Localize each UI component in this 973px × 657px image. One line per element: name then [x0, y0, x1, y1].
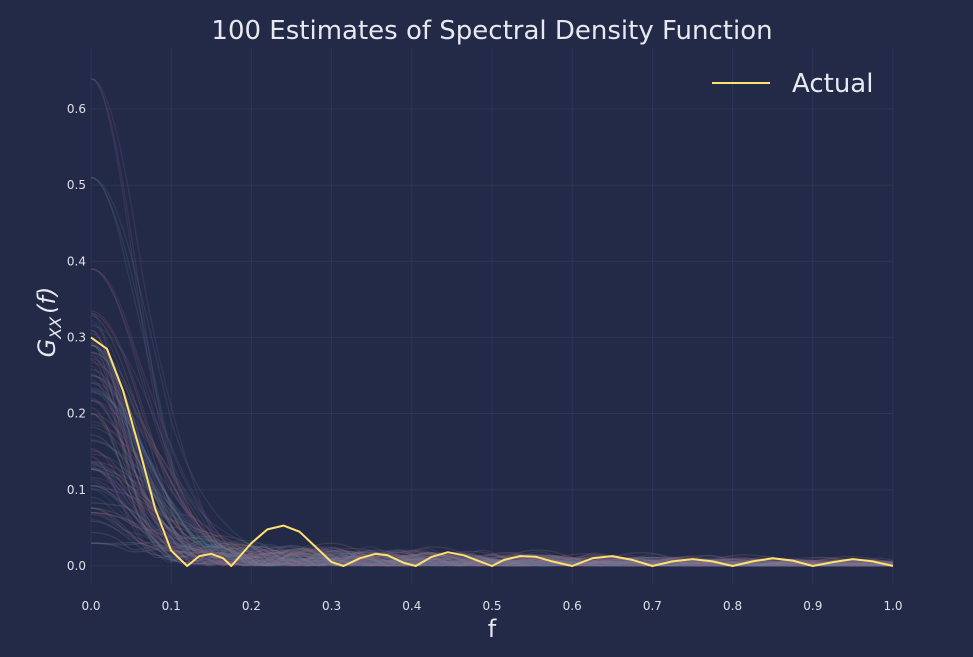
estimate-line: [90, 463, 894, 567]
estimate-line: [90, 485, 893, 567]
estimate-line: [90, 476, 894, 567]
estimate-line: [90, 176, 894, 567]
x-tick-label: 0.2: [242, 599, 261, 613]
estimate-line: [90, 351, 894, 567]
y-tick-label: 0.4: [67, 254, 86, 268]
y-axis-label-main: G: [33, 339, 61, 358]
x-tick-label: 0.9: [803, 599, 822, 613]
y-tick-label: 0.2: [67, 407, 86, 421]
estimate-line: [90, 518, 894, 567]
estimate-line: [90, 354, 894, 567]
x-tick-label: 0.7: [643, 599, 662, 613]
estimate-line: [90, 531, 894, 567]
y-tick-label: 0.5: [67, 178, 86, 192]
estimate-line: [90, 344, 894, 567]
estimate-line: [90, 468, 894, 567]
actual-line-group: [90, 336, 894, 567]
y-tick-label: 0.0: [67, 559, 86, 573]
estimate-line: [90, 412, 894, 567]
estimate-line: [90, 311, 894, 567]
estimate-line: [90, 378, 894, 567]
y-axis-label-arg: (f): [33, 287, 61, 314]
estimate-line: [90, 390, 894, 567]
estimate-line: [90, 541, 894, 567]
estimate-line: [90, 424, 894, 567]
estimate-line: [90, 176, 894, 567]
estimate-line: [90, 339, 893, 567]
estimate-line: [90, 375, 894, 567]
estimate-line: [90, 345, 894, 567]
estimate-line: [90, 386, 894, 567]
estimate-line: [90, 332, 894, 567]
actual-series-line: [90, 336, 894, 567]
estimate-line: [90, 352, 894, 567]
estimate-line: [90, 399, 894, 567]
estimate-line: [90, 344, 894, 567]
estimate-line: [90, 412, 894, 567]
y-tick-labels: 0.0 0.1 0.2 0.3 0.4 0.5 0.6: [67, 102, 86, 573]
x-tick-label: 0.0: [81, 599, 100, 613]
x-tick-labels: 0.0 0.1 0.2 0.3 0.4 0.5 0.6 0.7 0.8 0.9 1.0: [81, 599, 902, 613]
estimate-line: [90, 488, 894, 567]
estimate-line: [90, 342, 894, 567]
x-tick-label: 0.4: [402, 599, 421, 613]
x-tick-label: 0.1: [162, 599, 181, 613]
estimate-line: [90, 397, 894, 567]
chart-title: 100 Estimates of Spectral Density Functi…: [211, 16, 772, 46]
estimate-line: [90, 434, 894, 567]
estimate-line: [90, 77, 894, 567]
y-axis-label: GXX(f): [33, 287, 65, 358]
estimate-line: [90, 314, 894, 567]
estimate-line: [90, 268, 894, 567]
x-tick-label: 0.5: [482, 599, 501, 613]
estimate-line: [90, 357, 893, 567]
estimate-line: [90, 468, 894, 567]
estimate-line: [90, 325, 894, 567]
estimate-line: [90, 502, 894, 567]
estimate-line: [90, 344, 894, 567]
estimate-line: [90, 381, 894, 567]
legend-label-actual: Actual: [792, 69, 873, 99]
estimate-line: [90, 467, 894, 567]
estimate-line: [90, 77, 894, 567]
x-axis-label: f: [488, 615, 497, 643]
estimate-line: [90, 466, 894, 567]
estimate-line: [90, 359, 894, 567]
estimate-line: [90, 511, 894, 567]
estimate-line: [90, 268, 894, 567]
estimate-line: [90, 469, 893, 567]
x-tick-label: 0.8: [723, 599, 742, 613]
estimate-line: [90, 368, 894, 567]
x-tick-label: 1.0: [883, 599, 902, 613]
estimate-line: [90, 507, 894, 567]
estimate-line: [90, 484, 894, 567]
y-axis-label-sub: XX: [46, 316, 65, 340]
grid: [90, 48, 894, 585]
y-tick-label: 0.6: [67, 102, 86, 116]
estimate-line: [90, 399, 894, 567]
estimate-line: [91, 542, 894, 567]
x-tick-label: 0.3: [322, 599, 341, 613]
estimate-line: [90, 390, 894, 567]
estimate-line: [90, 511, 894, 567]
estimate-line: [90, 341, 894, 567]
x-tick-label: 0.6: [563, 599, 582, 613]
estimate-line: [90, 391, 894, 567]
estimate-line: [90, 399, 894, 567]
y-tick-label: 0.3: [67, 330, 86, 344]
estimate-line: [90, 487, 894, 567]
estimate-line: [90, 352, 894, 567]
estimate-line: [90, 511, 894, 567]
estimate-line: [90, 478, 894, 567]
legend: Actual: [712, 69, 873, 99]
estimate-line: [90, 440, 894, 567]
estimate-line: [90, 310, 894, 567]
estimate-line: [90, 453, 894, 567]
estimate-line: [90, 468, 894, 567]
estimate-line: [90, 426, 894, 567]
y-tick-label: 0.1: [67, 483, 86, 497]
estimate-line: [90, 464, 894, 567]
